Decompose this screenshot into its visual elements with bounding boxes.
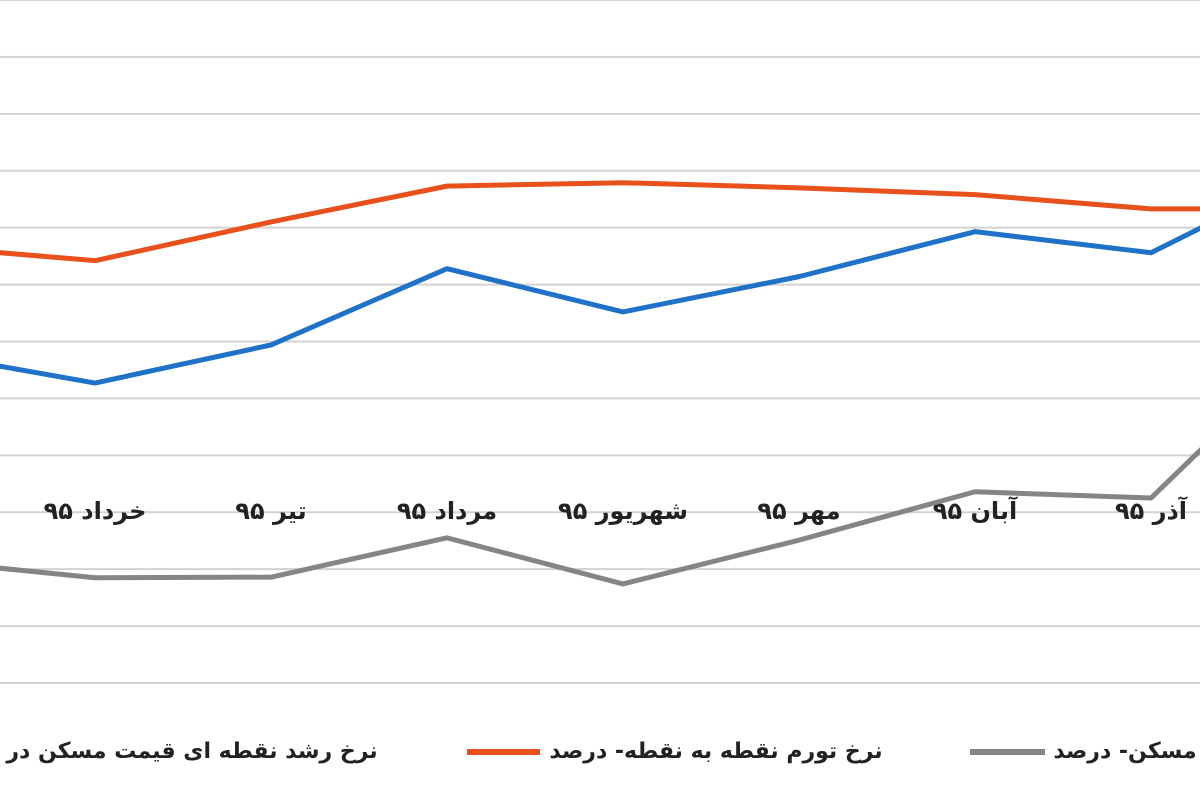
legend-label: نرخ رشد نقطه ای قیمت مسکن در	[5, 739, 377, 764]
x-tick-label: تیر ۹۵	[235, 497, 306, 525]
x-tick-label: خرداد ۹۵	[44, 497, 147, 525]
series-line	[0, 180, 1200, 264]
series-line	[0, 225, 1200, 386]
legend-label: مسکن- درصد	[1053, 739, 1196, 764]
x-tick-label: مهر ۹۵	[757, 497, 840, 525]
series-line	[0, 447, 1200, 587]
x-tick-label: شهریور ۹۵	[558, 497, 688, 525]
x-tick-label: مرداد ۹۵	[397, 497, 497, 525]
legend-label: نرخ تورم نقطه به نقطه- درصد	[549, 739, 882, 764]
x-tick-label: آذر ۹۵	[1115, 496, 1188, 525]
